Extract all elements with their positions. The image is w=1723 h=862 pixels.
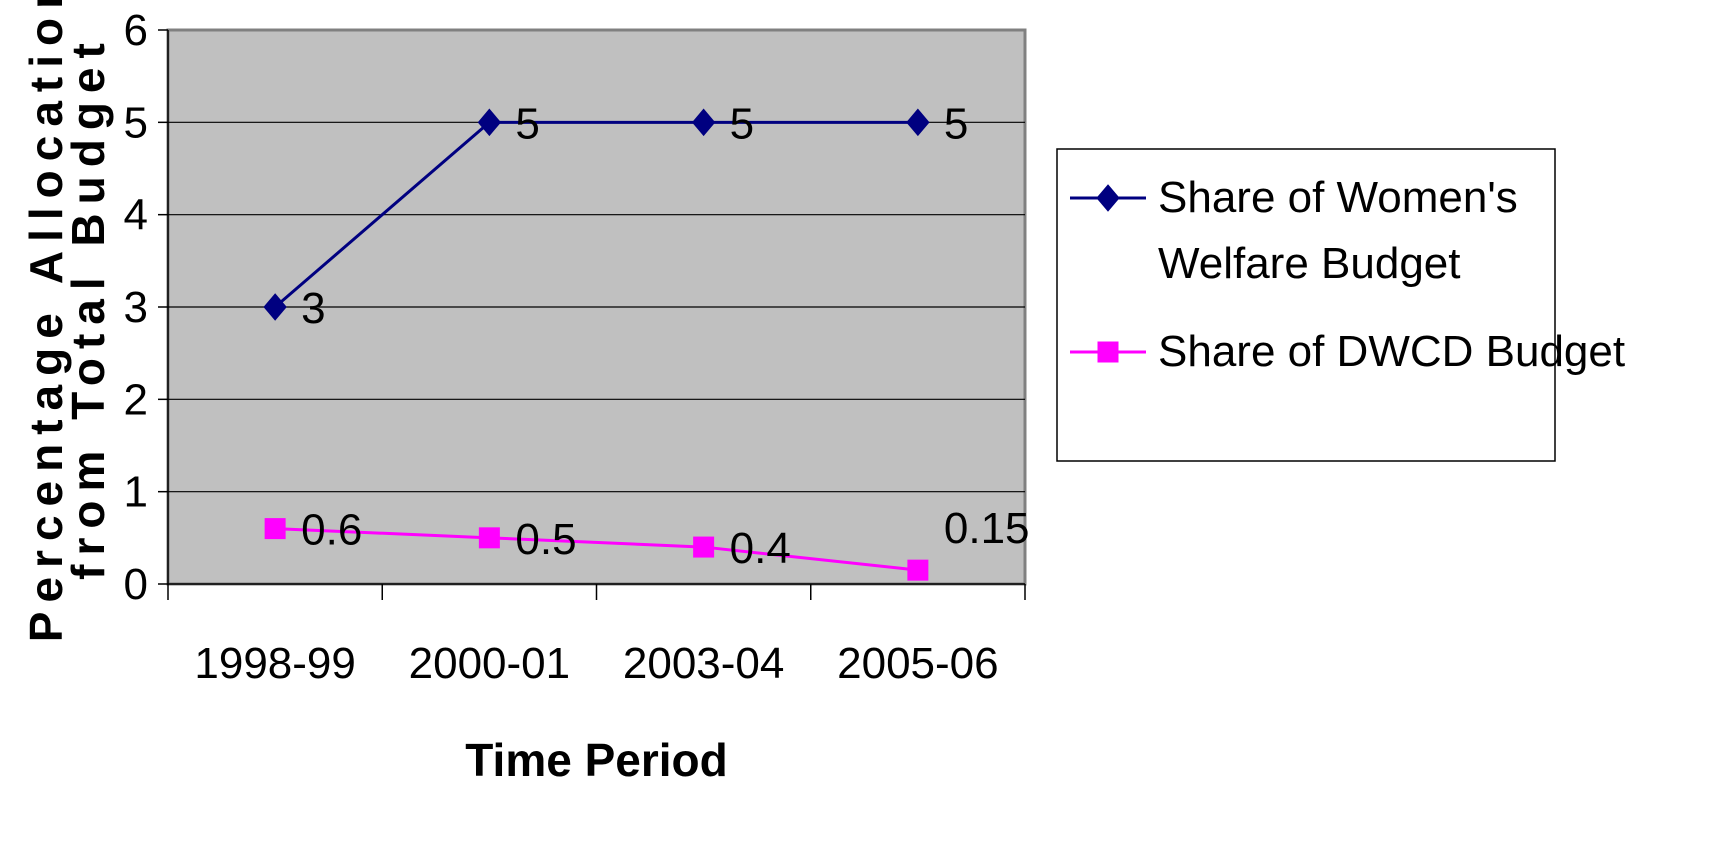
series-markers [263,108,930,581]
diamond-marker [906,108,930,137]
y-tick-label: 6 [124,6,148,55]
series-line-1 [274,120,918,309]
legend: Share of Women's Welfare Budget Share of D… [1056,148,1625,462]
y-tick-label: 1 [124,468,148,517]
diamond-marker [263,293,287,321]
x-tick-label: 1998-99 [194,639,355,688]
legend-box [1056,148,1556,462]
legend-square-marker [1097,341,1119,363]
data-label: 0.6 [301,506,362,555]
diamond-marker [691,108,716,137]
y-tick-label: 2 [124,375,148,424]
x-tick-label: 2000-01 [409,639,570,688]
legend-label: Welfare Budget [1158,239,1460,288]
data-label: 0.5 [515,515,576,564]
data-label: 5 [515,99,539,148]
square-marker [693,536,715,558]
y-tick-label: 0 [124,560,148,609]
data-label: 5 [730,99,754,148]
y-axis-title-line: from Total Budget [62,34,114,580]
data-label: 3 [301,284,325,333]
series-line-2 [275,527,919,572]
data-label: 5 [944,99,968,148]
legend-label: Share of DWCD Budget [1158,327,1625,376]
data-label: 0.4 [730,524,791,573]
data-labels: 3 5 5 5 0.6 0.5 0.4 0.15 [301,99,1029,573]
x-tick-label: 2003-04 [623,639,784,688]
x-tick-labels: 1998-99 2000-01 2003-04 2005-06 [194,639,998,688]
legend-label: Share of Women's [1158,173,1518,222]
data-label: 0.15 [944,504,1030,553]
y-axis-title-line: Percentage Allocation [20,0,72,642]
legend-diamond-marker [1096,184,1120,212]
series-lines [274,120,919,572]
square-marker [907,559,929,581]
square-marker [264,518,286,540]
y-tick-label: 3 [124,283,148,332]
x-tick-label: 2005-06 [837,639,998,688]
square-marker [478,527,500,549]
y-tick-labels: 0 1 2 3 4 5 6 [124,6,148,609]
diamond-marker [477,108,502,137]
axes [158,29,1026,600]
x-axis-title: Time Period [465,734,727,786]
y-tick-label: 4 [124,191,148,240]
y-tick-label: 5 [124,98,148,147]
